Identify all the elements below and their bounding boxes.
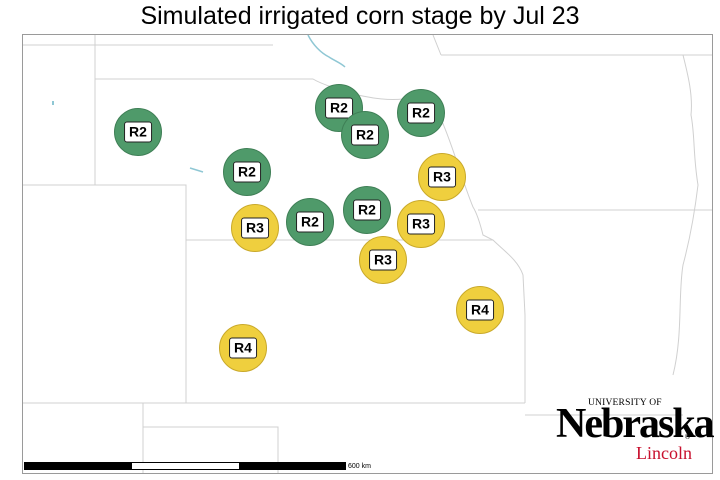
scale-bar — [24, 462, 346, 470]
stage-label: R2 — [325, 97, 353, 119]
ok-panhandle — [142, 403, 279, 473]
stage-label: R2 — [124, 121, 152, 143]
site-marker[interactable]: R4 — [456, 286, 504, 334]
stage-label: R2 — [233, 161, 261, 183]
co-ne-boundary — [23, 184, 187, 240]
stage-label: R3 — [241, 217, 269, 239]
site-marker[interactable]: R2 — [286, 198, 334, 246]
scale-label: 600 km — [348, 463, 371, 470]
mississippi-boundary — [672, 54, 699, 376]
unl-logo: UNIVERSITY OF Nebraska ® Lincoln — [556, 398, 715, 468]
site-marker[interactable]: R4 — [219, 324, 267, 372]
iowa-north-line — [432, 35, 442, 56]
site-marker[interactable]: R3 — [231, 204, 279, 252]
stage-label: R3 — [369, 249, 397, 271]
site-marker[interactable]: R2 — [343, 186, 391, 234]
site-marker[interactable]: R3 — [418, 153, 466, 201]
map-area[interactable]: R2 R2 R2 R2 R2 R3 R2 R2 R3 R3 R3 R4 R4 — [22, 34, 713, 474]
map-title: Simulated irrigated corn stage by Jul 23 — [140, 2, 580, 30]
site-marker[interactable]: R2 — [341, 111, 389, 159]
site-marker[interactable]: R2 — [397, 89, 445, 137]
logo-registered: ® — [685, 434, 691, 441]
stage-label: R2 — [407, 102, 435, 124]
stage-label: R4 — [229, 337, 257, 359]
stage-label: R3 — [407, 213, 435, 235]
reservoir — [52, 101, 54, 105]
lake-mcconaughy — [189, 167, 204, 173]
stage-label: R2 — [353, 199, 381, 221]
site-marker[interactable]: R2 — [114, 108, 162, 156]
site-marker[interactable]: R3 — [397, 200, 445, 248]
missouri-river-boundary — [440, 118, 526, 403]
stage-label: R2 — [351, 124, 379, 146]
site-marker[interactable]: R2 — [223, 148, 271, 196]
stage-label: R4 — [466, 299, 494, 321]
site-marker[interactable]: R3 — [359, 236, 407, 284]
stage-label: R3 — [428, 166, 456, 188]
logo-nebraska: Nebraska — [556, 401, 715, 447]
logo-university: UNIVERSITY OF — [588, 398, 662, 408]
missouri-river — [307, 35, 346, 68]
stage-label: R2 — [296, 211, 324, 233]
logo-lincoln: Lincoln — [636, 443, 692, 463]
